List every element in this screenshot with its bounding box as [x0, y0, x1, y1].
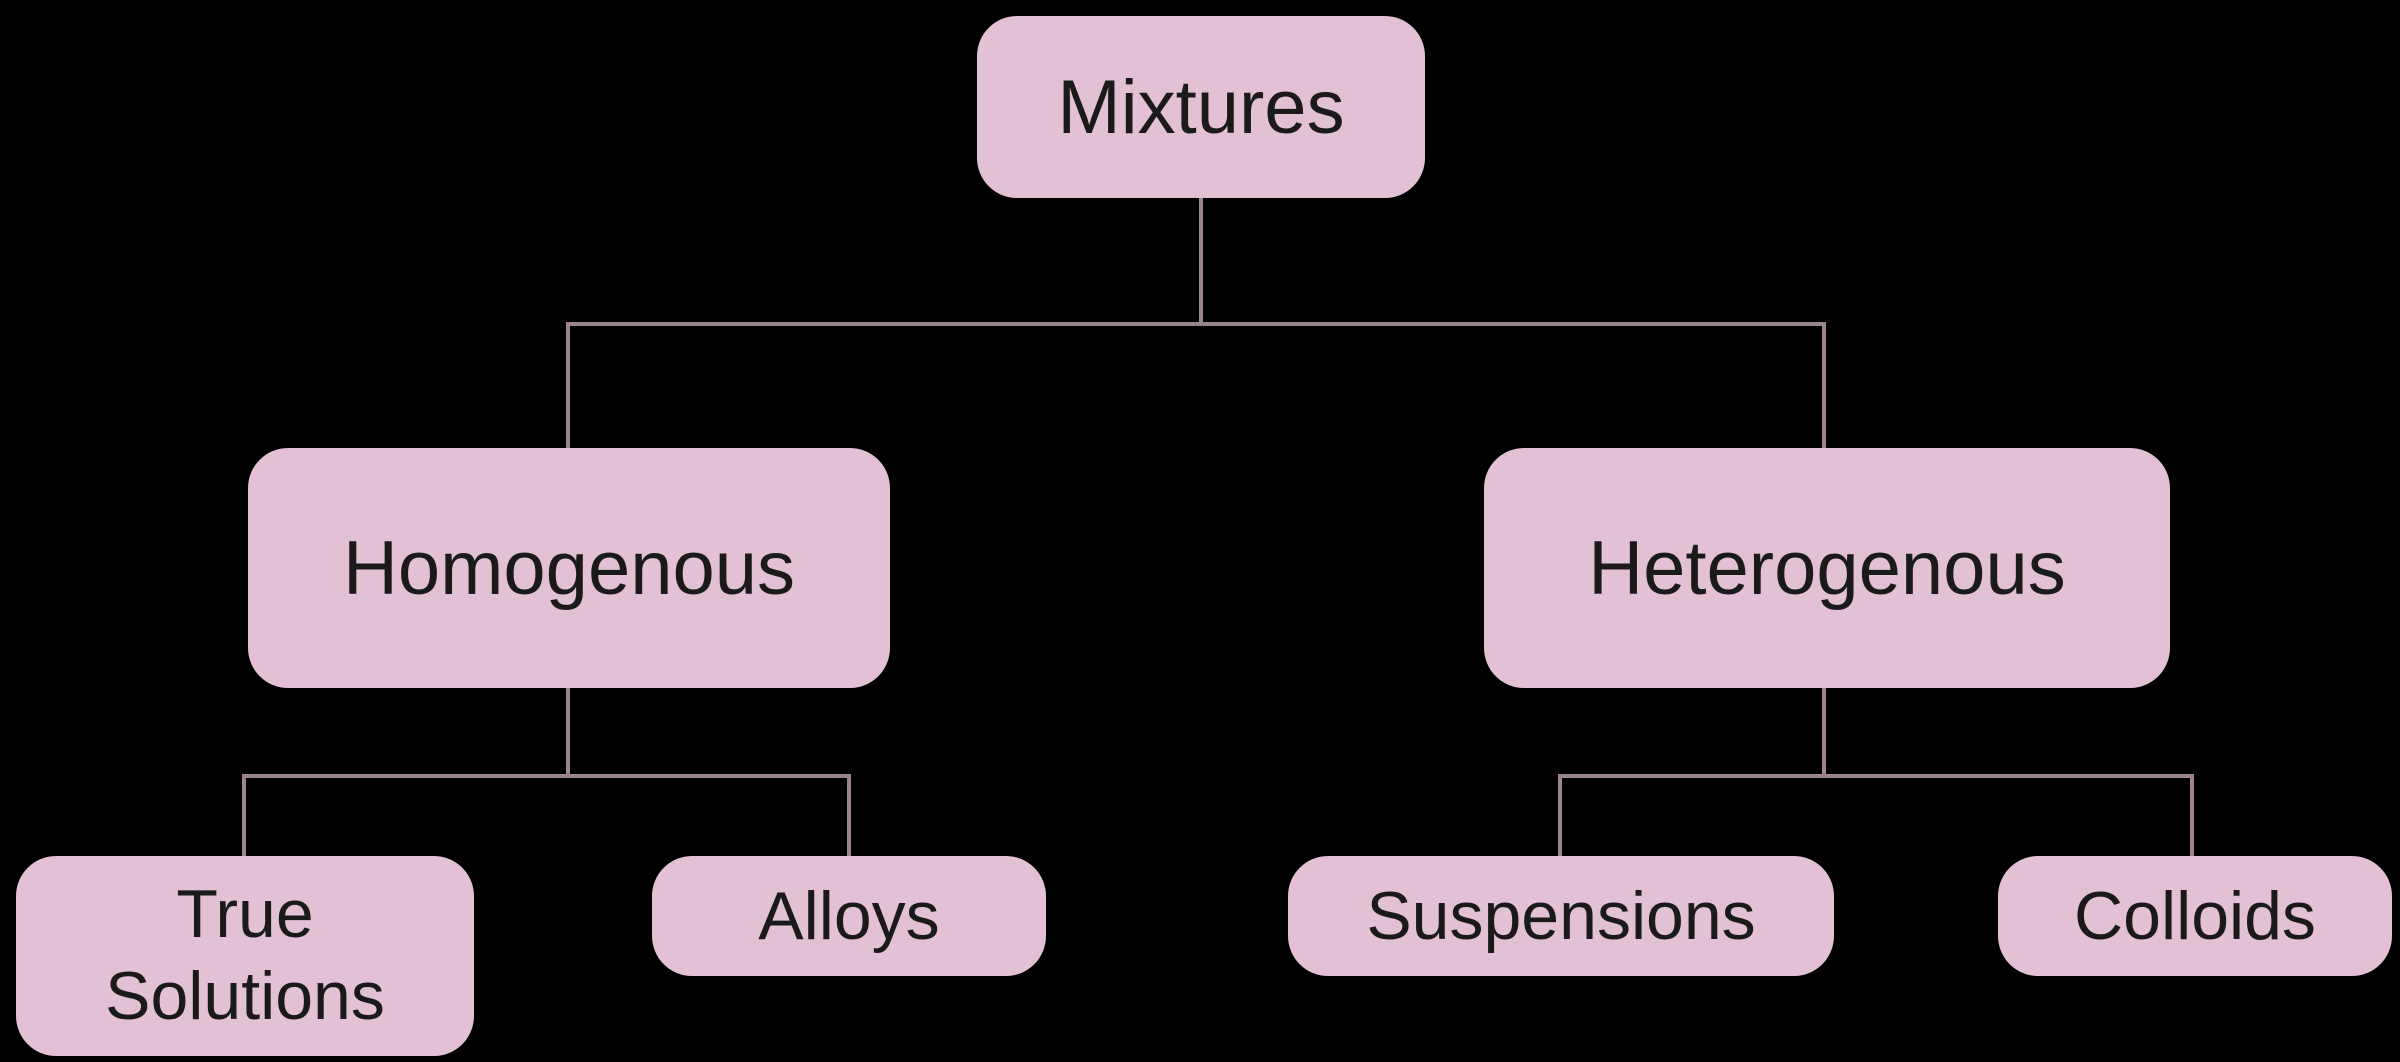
- connector: [1199, 198, 1203, 322]
- connector: [1558, 774, 2194, 778]
- node-suspensions: Suspensions: [1288, 856, 1834, 976]
- node-homogenous: Homogenous: [248, 448, 890, 688]
- root-node-mixtures: Mixtures: [977, 16, 1425, 198]
- connector: [1822, 688, 1826, 774]
- connector: [566, 322, 1826, 326]
- node-alloys: Alloys: [652, 856, 1046, 976]
- connector: [566, 688, 570, 774]
- connector: [1558, 774, 1562, 856]
- node-label: Homogenous: [343, 525, 795, 612]
- connector: [242, 774, 851, 778]
- connector: [2190, 774, 2194, 856]
- connector: [1822, 322, 1826, 448]
- node-label: True Solutions: [105, 874, 385, 1037]
- connector: [566, 322, 570, 448]
- node-label: Mixtures: [1057, 64, 1344, 151]
- connector: [242, 774, 246, 856]
- node-label: Colloids: [2074, 877, 2316, 955]
- connector: [847, 774, 851, 856]
- node-label: Suspensions: [1366, 877, 1755, 955]
- node-true-solutions: True Solutions: [16, 856, 474, 1056]
- node-colloids: Colloids: [1998, 856, 2392, 976]
- node-label: Heterogenous: [1588, 525, 2065, 612]
- node-heterogenous: Heterogenous: [1484, 448, 2170, 688]
- node-label: Alloys: [758, 877, 939, 955]
